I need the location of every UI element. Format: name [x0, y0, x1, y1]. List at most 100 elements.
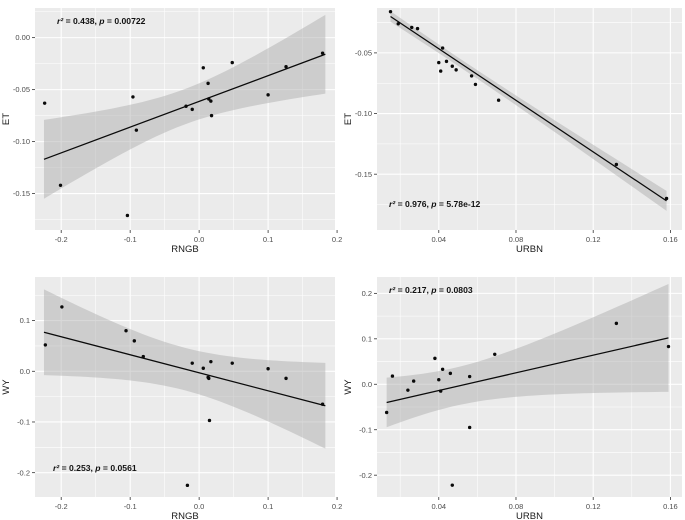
data-point	[201, 366, 205, 370]
x-tick-label: 0.04	[431, 502, 446, 511]
x-tick-label: 0.04	[431, 235, 446, 244]
x-tick-label: 0.16	[663, 235, 678, 244]
data-point	[190, 107, 194, 112]
y-tick-label: 0.2	[362, 289, 372, 298]
data-point	[411, 379, 416, 383]
data-point	[433, 356, 437, 361]
data-point	[134, 128, 139, 132]
x-tick-label: -0.1	[124, 502, 137, 511]
panel-WY-vs-RNGB: -0.2 -0.1 0.0 0.1 0.2 0.1 0.0 -0.1 -0.2 RNGB WY r² …	[1, 277, 342, 520]
panel-ET-vs-URBN: 0.04 0.08 0.12 0.16 -0.05 -0.10 -0.15 URBN ET r² …	[343, 8, 682, 255]
x-axis-title: URBN	[516, 511, 543, 520]
panel-background	[35, 277, 335, 497]
data-point	[209, 99, 213, 103]
data-point	[388, 9, 393, 14]
data-point	[185, 483, 190, 488]
data-point	[406, 388, 410, 392]
y-tick-label: -0.2	[17, 468, 30, 477]
x-tick-label: 0.08	[509, 502, 524, 511]
y-tick-label: 0.0	[362, 380, 372, 389]
stats-annotation: r² = 0.217, p = 0.0803	[389, 285, 473, 295]
data-point	[390, 374, 395, 378]
data-point	[496, 98, 501, 102]
stats-annotation: r² = 0.253, p = 0.0561	[53, 463, 137, 473]
regression-line	[390, 15, 667, 202]
data-point	[43, 343, 48, 347]
data-point	[320, 51, 325, 55]
y-tick-label: 0.00	[15, 33, 30, 42]
x-tick-label: -0.1	[124, 235, 137, 244]
data-point	[469, 74, 474, 78]
data-point	[209, 359, 213, 364]
stats-annotation: r² = 0.438, p = 0.00722	[57, 16, 146, 26]
data-point	[467, 374, 472, 379]
data-point	[439, 389, 443, 393]
y-tick-label: -0.05	[355, 48, 372, 57]
y-tick-label: 0.0	[20, 367, 30, 376]
data-point	[209, 113, 214, 118]
data-point	[448, 371, 453, 376]
panel-background	[377, 8, 682, 230]
y-tick-label: -0.10	[13, 137, 30, 146]
data-point	[320, 402, 325, 406]
panel-WY-vs-URBN: 0.04 0.08 0.12 0.16 0.2 0.1 0.0 -0.1 -0.2 URBN WY r…	[343, 277, 682, 520]
data-point	[60, 305, 64, 309]
data-point	[42, 101, 47, 105]
data-point	[124, 329, 128, 333]
data-point	[440, 367, 445, 371]
data-point	[415, 26, 420, 31]
data-point	[493, 352, 497, 356]
x-tick-label: 0.1	[263, 502, 273, 511]
data-point	[201, 66, 205, 70]
panel-ET-vs-RNGB: -0.2 -0.1 0.0 0.1 0.2 0.00 -0.05 -0.10 -0.15 RNGB…	[1, 8, 342, 255]
regression-line	[386, 337, 669, 404]
y-axis-title: WY	[343, 379, 354, 395]
data-point	[437, 60, 441, 65]
data-point	[131, 95, 135, 99]
data-point	[284, 376, 288, 381]
data-point	[125, 213, 130, 218]
data-point	[284, 65, 288, 69]
data-point	[206, 81, 210, 86]
y-tick-label: -0.15	[13, 189, 30, 198]
data-point	[450, 64, 454, 68]
data-point	[454, 68, 458, 72]
y-tick-label: 0.1	[362, 334, 372, 343]
data-point	[266, 367, 270, 371]
data-point	[384, 410, 389, 415]
y-axis-title: ET	[1, 113, 12, 125]
x-axis-title: RNGB	[171, 244, 198, 255]
x-tick-label: 0.12	[586, 235, 601, 244]
data-point	[437, 378, 441, 382]
y-tick-label: -0.1	[17, 418, 30, 427]
data-point	[410, 25, 414, 30]
data-point	[666, 344, 671, 349]
data-point	[664, 196, 669, 201]
x-tick-label: -0.2	[55, 235, 68, 244]
data-point	[614, 321, 619, 326]
y-axis-title: WY	[1, 379, 12, 395]
data-point	[450, 483, 454, 487]
data-point	[444, 59, 449, 64]
x-tick-label: 0.1	[263, 235, 273, 244]
y-tick-label: -0.15	[355, 170, 372, 179]
data-point	[58, 183, 63, 187]
data-point	[614, 162, 619, 167]
x-tick-label: 0.16	[663, 502, 678, 511]
y-axis-title: ET	[343, 113, 354, 125]
data-point	[473, 82, 478, 87]
x-tick-label: 0.12	[586, 502, 601, 511]
x-tick-label: 0.0	[194, 235, 204, 244]
data-point	[207, 418, 212, 423]
x-tick-label: 0.0	[194, 502, 204, 511]
confidence-band	[386, 283, 669, 428]
x-tick-label: -0.2	[55, 502, 68, 511]
x-axis-title: URBN	[516, 244, 543, 255]
data-point	[230, 60, 234, 65]
data-point	[467, 425, 472, 430]
data-point	[207, 97, 211, 101]
x-tick-label: 0.2	[332, 502, 342, 511]
panel-background	[35, 8, 335, 230]
